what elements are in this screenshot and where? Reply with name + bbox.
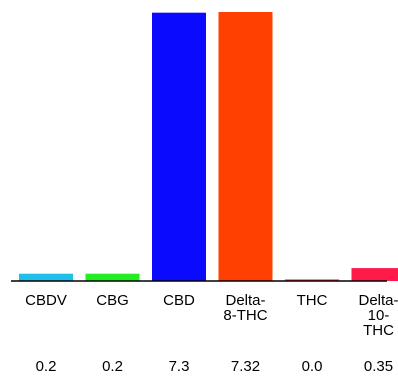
x-tick-label-line: CBG [96,292,129,309]
x-tick-label-line: CBD [163,292,195,309]
value-label-0: 0.2 [36,358,57,375]
bar-3 [219,12,273,281]
x-tick-label-4: THC [297,292,328,309]
bar-5 [352,268,398,281]
bar-1 [86,274,140,281]
x-tick-label-2: CBD [163,292,195,309]
value-label-3: 7.32 [231,358,260,375]
bars-group [19,12,398,281]
value-label-5: 0.35 [364,358,393,375]
x-tick-label-line: THC [363,322,394,339]
x-tick-label-0: CBDV [25,292,67,309]
x-tick-label-5: Delta-10-THC [358,292,398,339]
value-label-4: 0.0 [302,358,323,375]
x-tick-label-line: 8-THC [223,307,267,324]
bar-0 [19,274,73,281]
x-tick-label-line: THC [297,292,328,309]
value-label-2: 7.3 [169,358,190,375]
x-tick-label-line: CBDV [25,292,67,309]
bar-2 [152,13,206,281]
value-label-1: 0.2 [102,358,123,375]
value-labels: 0.2 0.2 7.3 7.32 0.0 0.35 [36,358,394,375]
x-tick-label-1: CBG [96,292,129,309]
x-tick-label-3: Delta-8-THC [223,292,267,324]
